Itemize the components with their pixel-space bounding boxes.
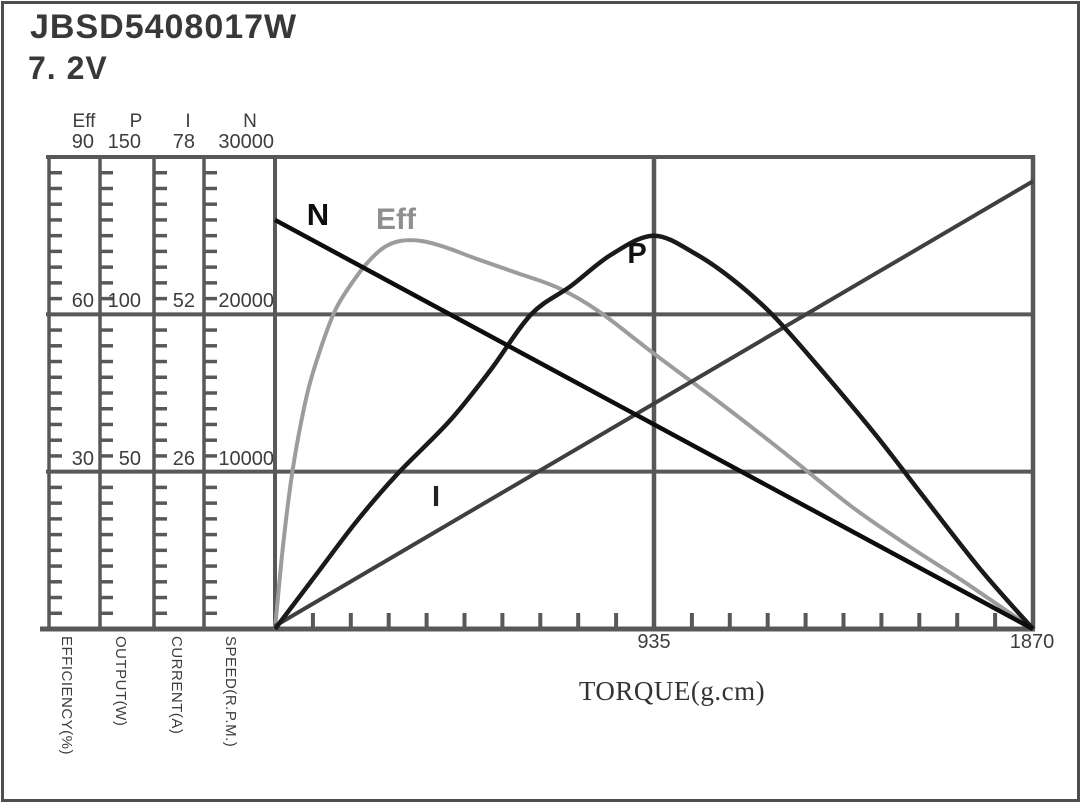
- eff-scale-mid: 60: [71, 290, 94, 312]
- i-scale-low: 26: [172, 448, 195, 470]
- i-curve: [273, 179, 1035, 628]
- x-axis-title: TORQUE(g.cm): [578, 676, 766, 706]
- power-curve-label: P: [627, 238, 647, 270]
- eff-curve: [273, 238, 1035, 631]
- p-curve: [273, 233, 1035, 631]
- axis-header-p: P: [129, 111, 143, 132]
- page-title: JBSD5408017W: [30, 8, 298, 46]
- output-axis-title: OUTPUT(W): [112, 636, 129, 727]
- eff-scale-max: 90: [71, 131, 94, 153]
- current-axis-title: CURRENT(A): [168, 636, 185, 735]
- x-tick-1870: 1870: [1009, 631, 1055, 653]
- speed-curve-label: N: [306, 197, 330, 232]
- axis-header-eff: Eff: [72, 111, 96, 132]
- axis-header-n: N: [243, 111, 257, 132]
- n-curve: [273, 217, 1035, 631]
- voltage-label: 7. 2V: [28, 50, 108, 86]
- p-scale-mid: 100: [107, 290, 141, 312]
- eff-scale-low: 30: [71, 448, 94, 470]
- n-scale-max: 30000: [218, 131, 274, 153]
- i-scale-mid: 52: [172, 290, 195, 312]
- n-scale-low: 10000: [218, 448, 274, 470]
- current-curve-label: I: [431, 481, 441, 513]
- axis-header-i: I: [185, 111, 191, 132]
- speed-axis-title: SPEED(R.P.M.): [222, 636, 239, 748]
- p-scale-max: 150: [107, 131, 141, 153]
- i-scale-max: 78: [172, 131, 195, 153]
- efficiency-axis-title: EFFICIENCY(%): [58, 636, 75, 755]
- x-tick-935: 935: [637, 631, 671, 653]
- n-scale-mid: 20000: [218, 290, 274, 312]
- efficiency-curve-label: Eff: [376, 203, 416, 236]
- p-scale-low: 50: [118, 448, 141, 470]
